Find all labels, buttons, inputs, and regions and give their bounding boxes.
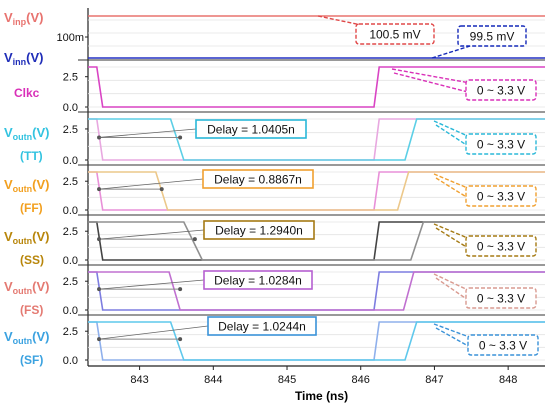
series-line-voutn-ff-	[88, 171, 545, 211]
annotation-text: 0 ~ 3.3 V	[477, 84, 525, 98]
annotation-text: 100.5 mV	[369, 28, 420, 42]
delay-box	[195, 119, 307, 139]
signal-label: Vinn(V)	[4, 50, 44, 67]
y-tick-label: 0.0	[63, 155, 78, 167]
series-line-voutn-fs-	[88, 271, 545, 311]
annotation-box	[465, 133, 537, 155]
signal-label: (SF)	[20, 353, 43, 367]
annotation-leader	[435, 227, 469, 249]
delay-leader	[99, 279, 205, 290]
delay-value: Delay = 1.2940n	[215, 224, 303, 238]
annotation-leader	[317, 15, 367, 27]
signal-label: Voutn(V)	[4, 177, 50, 194]
delay-leader	[99, 178, 204, 190]
annotation-text: 0 ~ 3.3 V	[477, 190, 525, 204]
signal-label: (FS)	[20, 303, 43, 317]
delay-leader	[99, 325, 209, 340]
x-tick-label: 848	[499, 374, 517, 386]
y-tick-label: 2.5	[63, 124, 78, 136]
y-tick-label: 2.5	[63, 176, 78, 188]
delay-leader	[99, 229, 205, 240]
y-tick-label: 0.0	[63, 305, 78, 317]
signal-label: (FF)	[20, 201, 43, 215]
annotation-leader	[435, 177, 469, 199]
annotation-leader	[433, 173, 471, 190]
annotation-text: 0 ~ 3.3 V	[477, 240, 525, 254]
delay-marker-end	[159, 187, 164, 192]
delay-leader	[99, 128, 197, 138]
annotation-leader	[433, 223, 471, 240]
y-tick-label: 2.5	[63, 276, 78, 288]
annotation-box	[457, 25, 527, 47]
x-axis-title: Time (ns)	[295, 389, 348, 403]
delay-marker-end	[178, 287, 183, 292]
x-tick-label: 843	[130, 374, 148, 386]
delay-box	[203, 270, 313, 290]
delay-value: Delay = 1.0244n	[218, 320, 306, 334]
signal-label: Voutn(V)	[4, 125, 50, 142]
annotation-text: 99.5 mV	[470, 30, 515, 44]
signal-label: Voutn(V)	[4, 279, 50, 296]
annotation-leader	[435, 124, 469, 147]
annotation-text: 0 ~ 3.3 V	[477, 138, 525, 152]
y-tick-label: 2.5	[63, 72, 78, 84]
series-line-clkc	[88, 66, 545, 108]
x-tick-label: 847	[425, 374, 443, 386]
delay-marker-end	[178, 135, 183, 140]
signal-label: (TT)	[20, 149, 43, 163]
annotation-leader	[435, 277, 469, 301]
delay-value: Delay = 1.0405n	[207, 123, 295, 137]
annotation-box	[465, 185, 537, 207]
signal-label: (SS)	[20, 253, 44, 267]
signal-label: Voutn(V)	[4, 229, 50, 246]
series-line-voutn-ss-	[88, 221, 545, 261]
annotation-leader	[433, 323, 473, 339]
x-tick-label: 844	[204, 374, 222, 386]
annotation-leader	[393, 72, 469, 93]
annotation-box	[465, 287, 537, 309]
annotation-leader	[433, 120, 471, 138]
signal-label: Voutn(V)	[4, 329, 50, 346]
delay-value: Delay = 1.0284n	[214, 274, 302, 288]
y-tick-label: 100m	[56, 32, 84, 44]
delay-box	[203, 220, 315, 240]
x-tick-label: 846	[352, 374, 370, 386]
y-tick-label: 0.0	[63, 102, 78, 114]
delay-marker-end	[178, 337, 183, 342]
y-tick-label: 0.0	[63, 255, 78, 267]
x-tick-label: 845	[278, 374, 296, 386]
annotation-leader	[431, 45, 471, 59]
y-tick-label: 2.5	[63, 226, 78, 238]
annotation-leader	[391, 68, 471, 84]
annotation-leader	[435, 327, 471, 348]
annotation-box	[465, 79, 537, 101]
delay-box	[202, 169, 314, 189]
series-line-voutn-sf-	[88, 321, 545, 361]
annotation-box	[355, 23, 435, 45]
y-tick-label: 0.0	[63, 205, 78, 217]
delay-marker-end	[192, 237, 197, 242]
delay-box	[207, 316, 317, 336]
annotation-text: 0 ~ 3.3 V	[479, 339, 527, 353]
annotation-leader	[433, 273, 471, 292]
annotation-box	[467, 334, 539, 356]
series-line-voutn-tt-	[88, 118, 545, 161]
annotation-box	[465, 235, 537, 257]
delay-value: Delay = 0.8867n	[214, 173, 302, 187]
y-tick-label: 0.0	[63, 355, 78, 367]
signal-label: Clkc	[14, 86, 40, 100]
annotation-text: 0 ~ 3.3 V	[477, 292, 525, 306]
signal-label: Vinp(V)	[4, 10, 44, 27]
y-tick-label: 2.5	[63, 326, 78, 338]
